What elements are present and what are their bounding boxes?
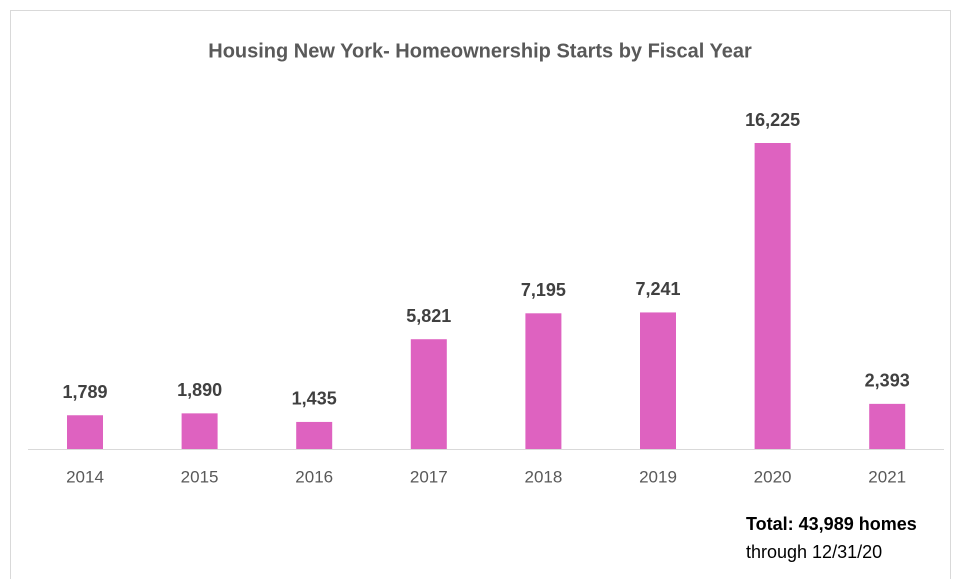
- annotation: Total: 43,989 homes: [746, 514, 917, 534]
- data-label: 2,393: [865, 371, 910, 391]
- annotation: through 12/31/20: [746, 542, 882, 562]
- x-tick-label: 2014: [66, 467, 104, 486]
- bar: [410, 339, 447, 449]
- bar: [67, 415, 103, 449]
- data-label: 16,225: [745, 110, 800, 130]
- bar: [296, 421, 333, 449]
- x-tick-label: 2015: [181, 467, 219, 486]
- x-tick-label: 2016: [295, 467, 333, 486]
- x-tick-label: 2021: [868, 467, 906, 486]
- bar: [181, 413, 218, 449]
- x-tick-label: 2020: [754, 467, 792, 486]
- x-tick-label: 2018: [524, 467, 562, 486]
- data-label: 7,195: [521, 280, 566, 300]
- bar: [754, 143, 791, 449]
- data-label: 5,821: [406, 306, 451, 326]
- data-label: 1,435: [292, 389, 337, 409]
- x-tick-label: 2019: [639, 467, 677, 486]
- bar: [640, 312, 676, 449]
- bar: [869, 403, 906, 449]
- bar: [525, 313, 562, 449]
- data-label: 1,789: [62, 382, 107, 402]
- data-label: 1,890: [177, 380, 222, 400]
- data-label: 7,241: [635, 279, 680, 299]
- chart-title: Housing New York- Homeownership Starts b…: [208, 40, 752, 62]
- chart-border: [10, 10, 951, 579]
- x-tick-label: 2017: [410, 467, 448, 486]
